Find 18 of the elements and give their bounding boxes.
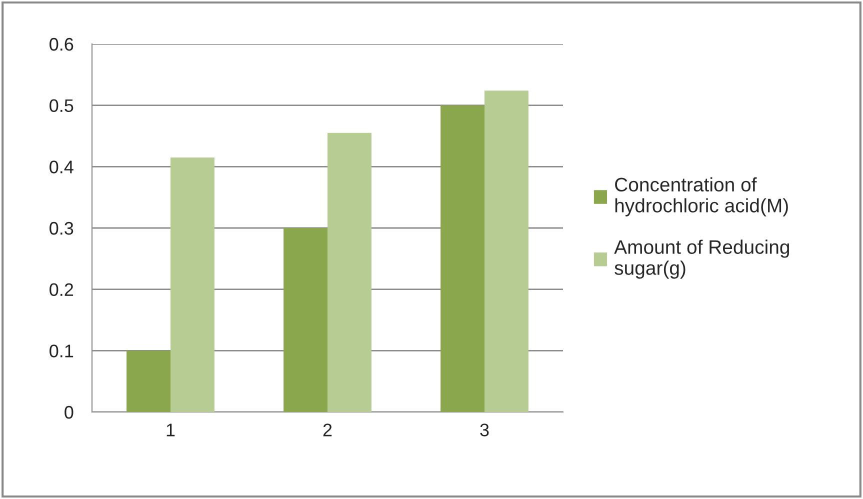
y-tick-label: 0.5 xyxy=(50,99,74,112)
x-tick-label: 1 xyxy=(166,424,175,436)
bar xyxy=(484,90,528,412)
x-tick-label: 2 xyxy=(323,424,332,436)
y-tick-label: 0.6 xyxy=(50,38,74,51)
y-tick-label: 0.3 xyxy=(50,222,74,235)
bar xyxy=(440,105,484,412)
bar xyxy=(284,228,328,412)
y-tick-label: 0 xyxy=(64,406,74,419)
x-tick-label: 3 xyxy=(480,424,489,436)
y-tick-label: 0.2 xyxy=(50,283,74,296)
legend-label: Amount of Reducing sugar(g) xyxy=(614,240,790,279)
bar xyxy=(126,350,170,412)
legend-label: Concentration of hydrochloric acid(M) xyxy=(615,177,788,216)
bar xyxy=(328,132,372,412)
bar xyxy=(170,157,214,412)
y-tick-label: 0.4 xyxy=(50,160,74,174)
y-tick-label: 0.1 xyxy=(50,344,74,358)
